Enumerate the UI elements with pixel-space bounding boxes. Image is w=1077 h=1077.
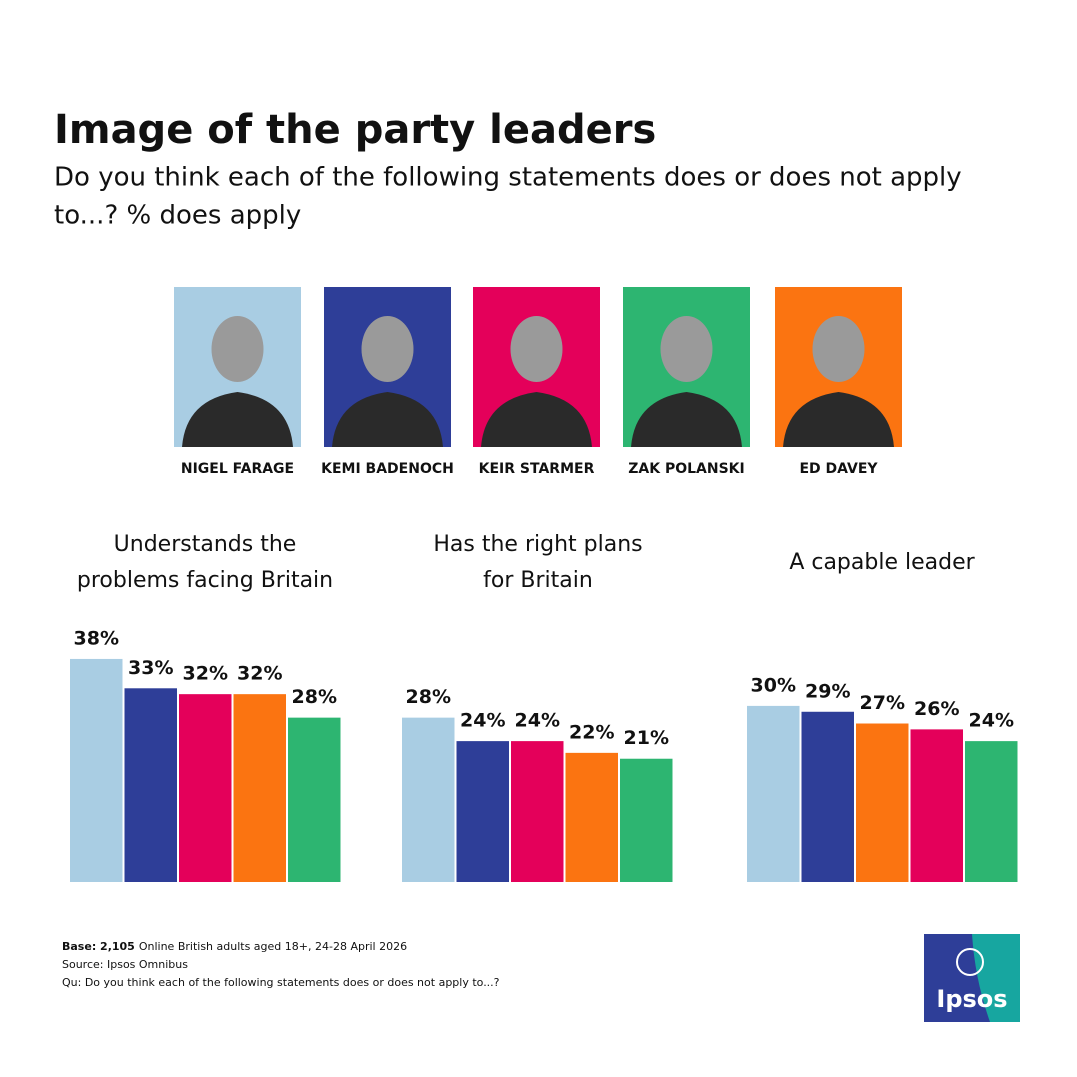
panel-title: A capable leader: [789, 550, 975, 575]
logo-shape: [972, 934, 1020, 1022]
panel-title: problems facing Britain: [77, 568, 333, 593]
bar: [565, 752, 618, 882]
bar: [288, 717, 341, 882]
leader-name: KEMI BADENOCH: [321, 461, 454, 477]
bar: [70, 658, 123, 882]
portrait-body: [631, 392, 742, 447]
leader-name: ED DAVEY: [799, 461, 878, 477]
logo-head: [956, 948, 984, 976]
portrait-head: [211, 316, 264, 382]
value-label: 32%: [237, 663, 282, 685]
footer-source: Source: Ipsos Omnibus: [62, 958, 188, 971]
value-label: 30%: [751, 674, 796, 696]
panel-title: Understands the: [114, 532, 297, 557]
portrait-body: [481, 392, 592, 447]
bar: [801, 711, 854, 882]
panel-title: for Britain: [483, 568, 593, 593]
value-label: 21%: [624, 727, 669, 749]
bar: [620, 758, 673, 882]
bar: [856, 723, 909, 882]
value-label: 24%: [515, 710, 560, 732]
value-label: 33%: [128, 657, 173, 679]
subtitle: Do you think each of the following state…: [54, 163, 962, 193]
portrait-head: [361, 316, 414, 382]
footer-base: Base: 2,105 Online British adults aged 18…: [62, 940, 407, 953]
value-label: 28%: [292, 686, 337, 708]
leader-name: KEIR STARMER: [479, 461, 595, 477]
portrait-body: [182, 392, 293, 447]
footer-question: Qu: Do you think each of the following s…: [62, 976, 500, 989]
value-label: 29%: [805, 680, 850, 702]
base-text: Online British adults aged 18+, 24-28 Ap…: [139, 940, 407, 953]
portrait-head: [812, 316, 865, 382]
portrait-body: [783, 392, 894, 447]
subtitle: to...? % does apply: [54, 201, 301, 231]
bar: [124, 688, 177, 882]
bar: [511, 741, 564, 882]
title: Image of the party leaders: [54, 107, 656, 153]
value-label: 24%: [460, 710, 505, 732]
bar: [402, 717, 455, 882]
bar: [747, 705, 800, 882]
leader-name: ZAK POLANSKI: [628, 461, 744, 477]
value-label: 32%: [183, 663, 228, 685]
panel-title: Has the right plans: [433, 532, 642, 557]
portrait-head: [510, 316, 563, 382]
value-label: 26%: [914, 698, 959, 720]
value-label: 22%: [569, 721, 614, 743]
bar: [456, 741, 509, 882]
portrait-head: [660, 316, 713, 382]
bar: [910, 729, 963, 882]
value-label: 28%: [406, 686, 451, 708]
logo: Ipsos: [924, 934, 1020, 1022]
value-label: 38%: [74, 627, 119, 649]
value-label: 24%: [969, 710, 1014, 732]
base-label: Base: 2,105: [62, 940, 135, 953]
bar: [965, 741, 1018, 882]
value-label: 27%: [860, 692, 905, 714]
portrait-body: [332, 392, 443, 447]
leader-name: NIGEL FARAGE: [181, 461, 294, 477]
bar: [233, 694, 286, 882]
bar: [179, 694, 232, 882]
logo-text: Ipsos: [936, 985, 1007, 1013]
